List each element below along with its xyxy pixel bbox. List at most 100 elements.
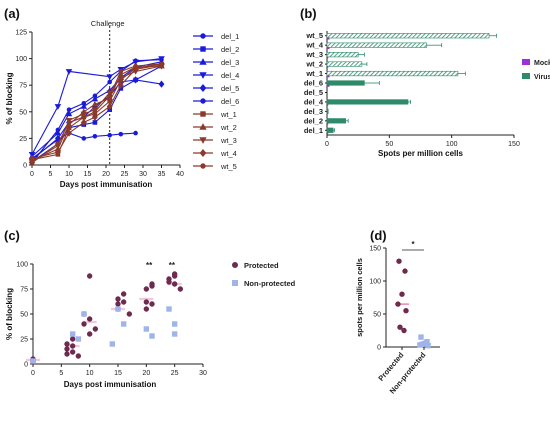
c-x-axis-label: Days post immunisation (64, 380, 157, 389)
a-point-del_4 (28, 152, 36, 158)
a-y-axis-label: % of blocking (5, 72, 14, 124)
c-point-protected (115, 301, 121, 307)
a-x-tick-label: 25 (121, 171, 129, 178)
c-x-tick-label: 30 (199, 370, 207, 377)
a-point-del_2 (92, 120, 98, 125)
a-y-tick-label: 75 (19, 83, 27, 90)
c-point-non-protected (120, 321, 127, 327)
c-y-tick-label: 75 (20, 287, 28, 294)
b-x-tick-label: 150 (508, 141, 520, 148)
a-x-tick-label: 40 (176, 171, 184, 178)
c-y-tick-label: 100 (16, 262, 28, 269)
c-point-protected (120, 299, 127, 305)
c-point-non-protected (69, 331, 76, 337)
c-point-protected (143, 306, 150, 312)
d-point-protected (402, 268, 408, 274)
c-legend-label-protected: Protected (244, 261, 279, 270)
d-y-axis-label: spots per million cells (355, 258, 364, 337)
a-y-tick-label: 0 (23, 163, 27, 170)
a-x-tick-label: 10 (65, 171, 73, 178)
d-point-non-protected (423, 340, 429, 346)
a-point-wt_4 (106, 102, 113, 111)
c-x-tick-label: 0 (31, 370, 35, 377)
a-x-tick-label: 20 (102, 171, 110, 178)
a-point-wt_5 (81, 114, 87, 120)
c-point-protected (92, 326, 99, 332)
a-x-tick-label: 5 (49, 171, 53, 178)
b-bar-virus-wt_3 (326, 52, 359, 58)
b-bar-virus-del_1 (326, 127, 334, 133)
c-legend-marker-non-protected (232, 280, 238, 286)
d-y-tick-label: 150 (369, 246, 381, 253)
c-point-protected (143, 299, 150, 305)
a-point-del_3 (91, 95, 99, 102)
c-point-protected (120, 291, 127, 297)
c-y-tick-label: 25 (20, 337, 28, 344)
a-legend-label-wt_4: wt_4 (220, 149, 237, 158)
a-legend-label-del_4: del_4 (221, 71, 239, 80)
b-bar-virus-wt_4 (326, 42, 428, 48)
c-point-protected (69, 336, 76, 342)
c-point-protected (171, 271, 178, 277)
c-y-axis-label: % of blocking (5, 288, 14, 340)
d-point-protected (401, 327, 407, 334)
c-point-protected (81, 321, 87, 327)
c-point-non-protected (30, 358, 36, 364)
c-x-tick-label: 15 (114, 370, 122, 377)
b-bar-mock-wt_3 (327, 56, 329, 59)
c-significance-mark: ** (169, 261, 176, 270)
c-point-non-protected (171, 321, 178, 327)
b-category-label: wt_3 (305, 50, 323, 59)
b-bar-virus-del_6 (326, 80, 365, 86)
a-legend-label-del_5: del_5 (221, 84, 239, 93)
c-point-protected (86, 316, 93, 322)
a-point-wt_5 (55, 141, 61, 147)
a-legend-label-del_1: del_1 (221, 32, 239, 41)
a-point-wt_4 (117, 81, 124, 89)
c-point-non-protected (166, 306, 172, 312)
c-point-protected (69, 343, 76, 349)
d-point-protected (397, 324, 403, 330)
a-legend-label-del_3: del_3 (221, 58, 239, 67)
a-legend-marker-wt_1 (200, 111, 206, 117)
c-y-tick-label: 0 (24, 362, 28, 369)
d-point-protected (395, 301, 401, 307)
b-category-label: del_2 (304, 116, 323, 125)
b-bar-virus-del_4 (326, 99, 409, 105)
c-point-protected (75, 353, 82, 359)
c-point-protected (166, 276, 172, 282)
b-bar-mock-del_6 (327, 84, 330, 87)
c-significance-mark: ** (146, 261, 153, 270)
c-point-protected (149, 283, 155, 289)
a-legend-label-wt_2: wt_2 (220, 123, 237, 132)
a-point-del_5 (54, 134, 61, 142)
c-point-non-protected (115, 306, 121, 312)
a-y-tick-label: 125 (15, 30, 27, 37)
a-point-wt_5 (133, 63, 138, 69)
b-bar-mock-wt_1 (327, 75, 330, 78)
c-point-protected (64, 351, 70, 357)
c-x-tick-label: 20 (142, 370, 150, 377)
b-category-label: del_1 (304, 126, 323, 135)
b-category-label: wt_2 (305, 60, 323, 69)
a-point-wt_4 (54, 148, 61, 156)
a-point-wt_5 (29, 160, 35, 166)
d-point-protected (396, 258, 402, 264)
d-point-protected (403, 308, 409, 314)
b-legend-label-Mock: Mock (534, 60, 550, 67)
a-legend-label-wt_3: wt_3 (220, 136, 237, 145)
d-point-protected (399, 291, 405, 297)
a-legend-marker-wt_3 (199, 137, 207, 144)
c-legend-label-non-protected: Non-protected (244, 279, 296, 288)
a-x-tick-label: 35 (158, 171, 166, 178)
a-point-del_1 (81, 136, 87, 141)
d-y-tick-label: 100 (369, 279, 381, 286)
b-bar-mock-del_4 (327, 103, 329, 106)
a-point-wt_5 (159, 61, 164, 67)
c-point-non-protected (149, 333, 155, 339)
c-point-non-protected (75, 336, 82, 342)
c-point-protected (171, 281, 178, 287)
a-point-del_6 (133, 58, 138, 64)
b-category-label: del_6 (304, 79, 323, 88)
c-x-tick-label: 25 (171, 370, 179, 377)
